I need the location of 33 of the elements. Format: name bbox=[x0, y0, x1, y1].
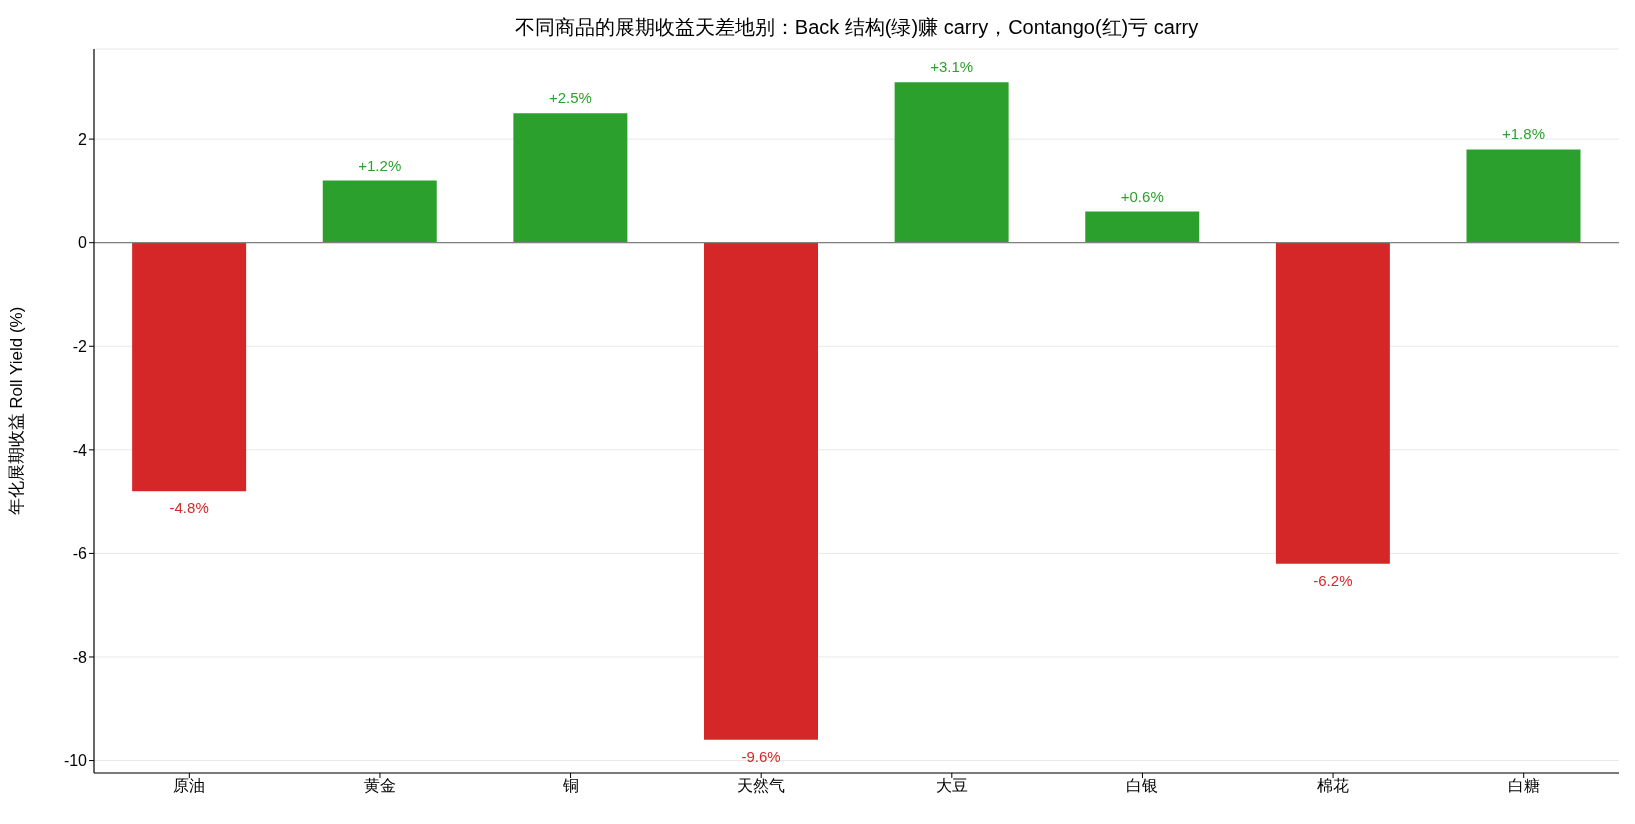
bar bbox=[513, 113, 628, 243]
x-tick-label: 大豆 bbox=[935, 777, 968, 795]
bar bbox=[1466, 149, 1581, 243]
data-label: -4.8% bbox=[169, 499, 209, 517]
y-axis-title: 年化展期收益 Roll Yield (%) bbox=[7, 306, 27, 516]
data-label: +0.6% bbox=[1120, 187, 1164, 205]
data-label: +3.1% bbox=[930, 58, 974, 76]
y-tick-label: 0 bbox=[78, 234, 88, 252]
bar bbox=[1085, 211, 1200, 243]
y-tick-label: -10 bbox=[63, 752, 88, 770]
bar bbox=[132, 242, 247, 492]
x-tick-label: 原油 bbox=[173, 777, 206, 795]
x-tick-label: 天然气 bbox=[737, 777, 786, 795]
data-label: +1.8% bbox=[1502, 125, 1545, 143]
data-label: +2.5% bbox=[548, 89, 592, 107]
y-tick-label: -6 bbox=[72, 545, 88, 563]
x-tick-label: 铜 bbox=[561, 777, 579, 795]
bar bbox=[704, 242, 818, 740]
data-label: +1.2% bbox=[358, 156, 402, 174]
bar bbox=[1275, 242, 1390, 564]
bar bbox=[894, 82, 1009, 243]
y-tick-label: -8 bbox=[72, 648, 88, 666]
x-tick-label: 棉花 bbox=[1317, 777, 1350, 795]
x-tick-label: 黄金 bbox=[363, 777, 396, 795]
bar bbox=[322, 180, 437, 243]
chart-title: 不同商品的展期收益天差地别：Back 结构(绿)赚 carry，Contango(红)亏 carry bbox=[513, 15, 1200, 40]
data-label: -6.2% bbox=[1313, 571, 1353, 589]
y-tick-label: -2 bbox=[72, 337, 88, 355]
x-tick-label: 白银 bbox=[1126, 777, 1159, 795]
data-label: -9.6% bbox=[741, 747, 781, 765]
y-tick-label: -4 bbox=[72, 441, 88, 459]
x-tick-label: 白糖 bbox=[1507, 777, 1540, 795]
y-tick-label: 2 bbox=[78, 130, 88, 148]
